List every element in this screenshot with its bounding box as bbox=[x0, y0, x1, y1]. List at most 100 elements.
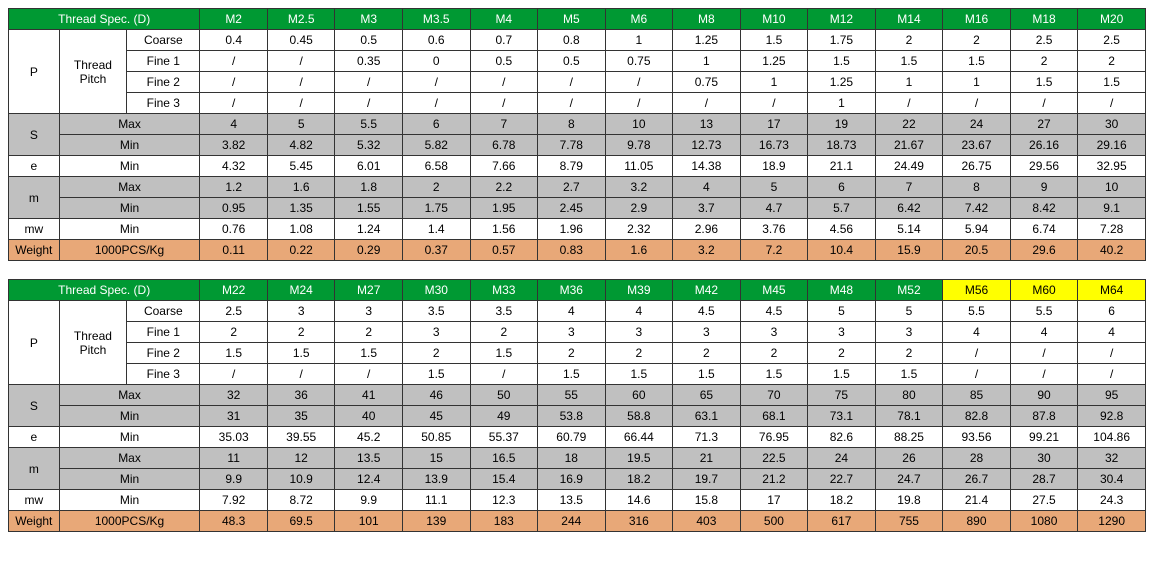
section-label: e bbox=[9, 156, 60, 177]
data-cell: / bbox=[267, 51, 335, 72]
data-cell: 2.2 bbox=[470, 177, 538, 198]
data-cell: 1.4 bbox=[402, 219, 470, 240]
section-label: e bbox=[9, 427, 60, 448]
data-cell: 60 bbox=[605, 385, 673, 406]
data-cell: 93.56 bbox=[943, 427, 1011, 448]
data-cell: / bbox=[1010, 343, 1078, 364]
data-cell: 22.5 bbox=[740, 448, 808, 469]
data-cell: 6 bbox=[808, 177, 876, 198]
data-cell: 82.6 bbox=[808, 427, 876, 448]
data-cell: 3 bbox=[605, 322, 673, 343]
data-cell: 1.35 bbox=[267, 198, 335, 219]
data-cell: 1.96 bbox=[538, 219, 606, 240]
data-cell: 29.16 bbox=[1078, 135, 1146, 156]
data-cell: 17 bbox=[740, 114, 808, 135]
data-cell: 27 bbox=[1010, 114, 1078, 135]
table-row: eMin4.325.456.016.587.668.7911.0514.3818… bbox=[9, 156, 1146, 177]
data-cell: / bbox=[267, 72, 335, 93]
tables-container: Thread Spec. (D)M2M2.5M3M3.5M4M5M6M8M10M… bbox=[8, 8, 1146, 532]
data-cell: 1.25 bbox=[808, 72, 876, 93]
data-cell: / bbox=[200, 364, 268, 385]
data-cell: 9 bbox=[1010, 177, 1078, 198]
data-cell: 0.4 bbox=[200, 30, 268, 51]
data-cell: 1.5 bbox=[402, 364, 470, 385]
data-cell: 2 bbox=[943, 30, 1011, 51]
header-size: M3 bbox=[335, 9, 403, 30]
data-cell: 1 bbox=[740, 72, 808, 93]
data-cell: 11.1 bbox=[402, 490, 470, 511]
data-cell: 40 bbox=[335, 406, 403, 427]
data-cell: 14.6 bbox=[605, 490, 673, 511]
data-cell: 1.5 bbox=[605, 364, 673, 385]
data-cell: 10.9 bbox=[267, 469, 335, 490]
data-cell: 53.8 bbox=[538, 406, 606, 427]
data-cell: 1080 bbox=[1010, 511, 1078, 532]
header-size: M3.5 bbox=[402, 9, 470, 30]
data-cell: 0.11 bbox=[200, 240, 268, 261]
data-cell: 0.95 bbox=[200, 198, 268, 219]
data-cell: 2 bbox=[875, 343, 943, 364]
data-cell: 4.7 bbox=[740, 198, 808, 219]
header-size: M39 bbox=[605, 280, 673, 301]
data-cell: / bbox=[605, 72, 673, 93]
header-thread-spec: Thread Spec. (D) bbox=[9, 9, 200, 30]
data-cell: 12 bbox=[267, 448, 335, 469]
data-cell: 82.8 bbox=[943, 406, 1011, 427]
data-cell: 5.32 bbox=[335, 135, 403, 156]
header-size: M6 bbox=[605, 9, 673, 30]
data-cell: 3.82 bbox=[200, 135, 268, 156]
header-size: M22 bbox=[200, 280, 268, 301]
header-size: M48 bbox=[808, 280, 876, 301]
data-cell: 9.1 bbox=[1078, 198, 1146, 219]
data-cell: 6 bbox=[1078, 301, 1146, 322]
data-cell: / bbox=[1078, 343, 1146, 364]
data-cell: 22 bbox=[875, 114, 943, 135]
data-cell: 1.95 bbox=[470, 198, 538, 219]
data-cell: 28.7 bbox=[1010, 469, 1078, 490]
data-cell: 45 bbox=[402, 406, 470, 427]
data-cell: 0.75 bbox=[605, 51, 673, 72]
data-cell: 49 bbox=[470, 406, 538, 427]
data-cell: 18.73 bbox=[808, 135, 876, 156]
data-cell: 0 bbox=[402, 51, 470, 72]
data-cell: 0.6 bbox=[402, 30, 470, 51]
data-cell: 24.49 bbox=[875, 156, 943, 177]
data-cell: 5.45 bbox=[267, 156, 335, 177]
data-cell: 13.5 bbox=[538, 490, 606, 511]
data-cell: 5.94 bbox=[943, 219, 1011, 240]
data-cell: / bbox=[470, 93, 538, 114]
data-cell: 2 bbox=[1010, 51, 1078, 72]
row-label: Coarse bbox=[127, 301, 200, 322]
data-cell: 4 bbox=[605, 301, 673, 322]
data-cell: 13.5 bbox=[335, 448, 403, 469]
data-cell: 0.7 bbox=[470, 30, 538, 51]
data-cell: 13 bbox=[673, 114, 741, 135]
data-cell: 0.29 bbox=[335, 240, 403, 261]
data-cell: 3.5 bbox=[402, 301, 470, 322]
data-cell: 1.5 bbox=[740, 364, 808, 385]
data-cell: 4.56 bbox=[808, 219, 876, 240]
table-row: Weight1000PCS/Kg48.369.51011391832443164… bbox=[9, 511, 1146, 532]
data-cell: 2 bbox=[470, 322, 538, 343]
data-cell: 5.7 bbox=[808, 198, 876, 219]
data-cell: 21.67 bbox=[875, 135, 943, 156]
data-cell: 3 bbox=[335, 301, 403, 322]
sub-label: Thread Pitch bbox=[59, 301, 127, 385]
data-cell: 27.5 bbox=[1010, 490, 1078, 511]
data-cell: 2 bbox=[605, 343, 673, 364]
data-cell: 1.5 bbox=[875, 364, 943, 385]
table-row: Weight1000PCS/Kg0.110.220.290.370.570.83… bbox=[9, 240, 1146, 261]
row-label: Max bbox=[59, 177, 200, 198]
data-cell: / bbox=[200, 72, 268, 93]
header-size: M36 bbox=[538, 280, 606, 301]
header-size: M27 bbox=[335, 280, 403, 301]
data-cell: 90 bbox=[1010, 385, 1078, 406]
spec-table-2: Thread Spec. (D)M22M24M27M30M33M36M39M42… bbox=[8, 279, 1146, 532]
header-size: M10 bbox=[740, 9, 808, 30]
header-size: M33 bbox=[470, 280, 538, 301]
data-cell: 1 bbox=[808, 93, 876, 114]
header-size: M2.5 bbox=[267, 9, 335, 30]
table-row: mMax111213.51516.51819.52122.52426283032 bbox=[9, 448, 1146, 469]
row-label: Fine 3 bbox=[127, 364, 200, 385]
data-cell: 755 bbox=[875, 511, 943, 532]
